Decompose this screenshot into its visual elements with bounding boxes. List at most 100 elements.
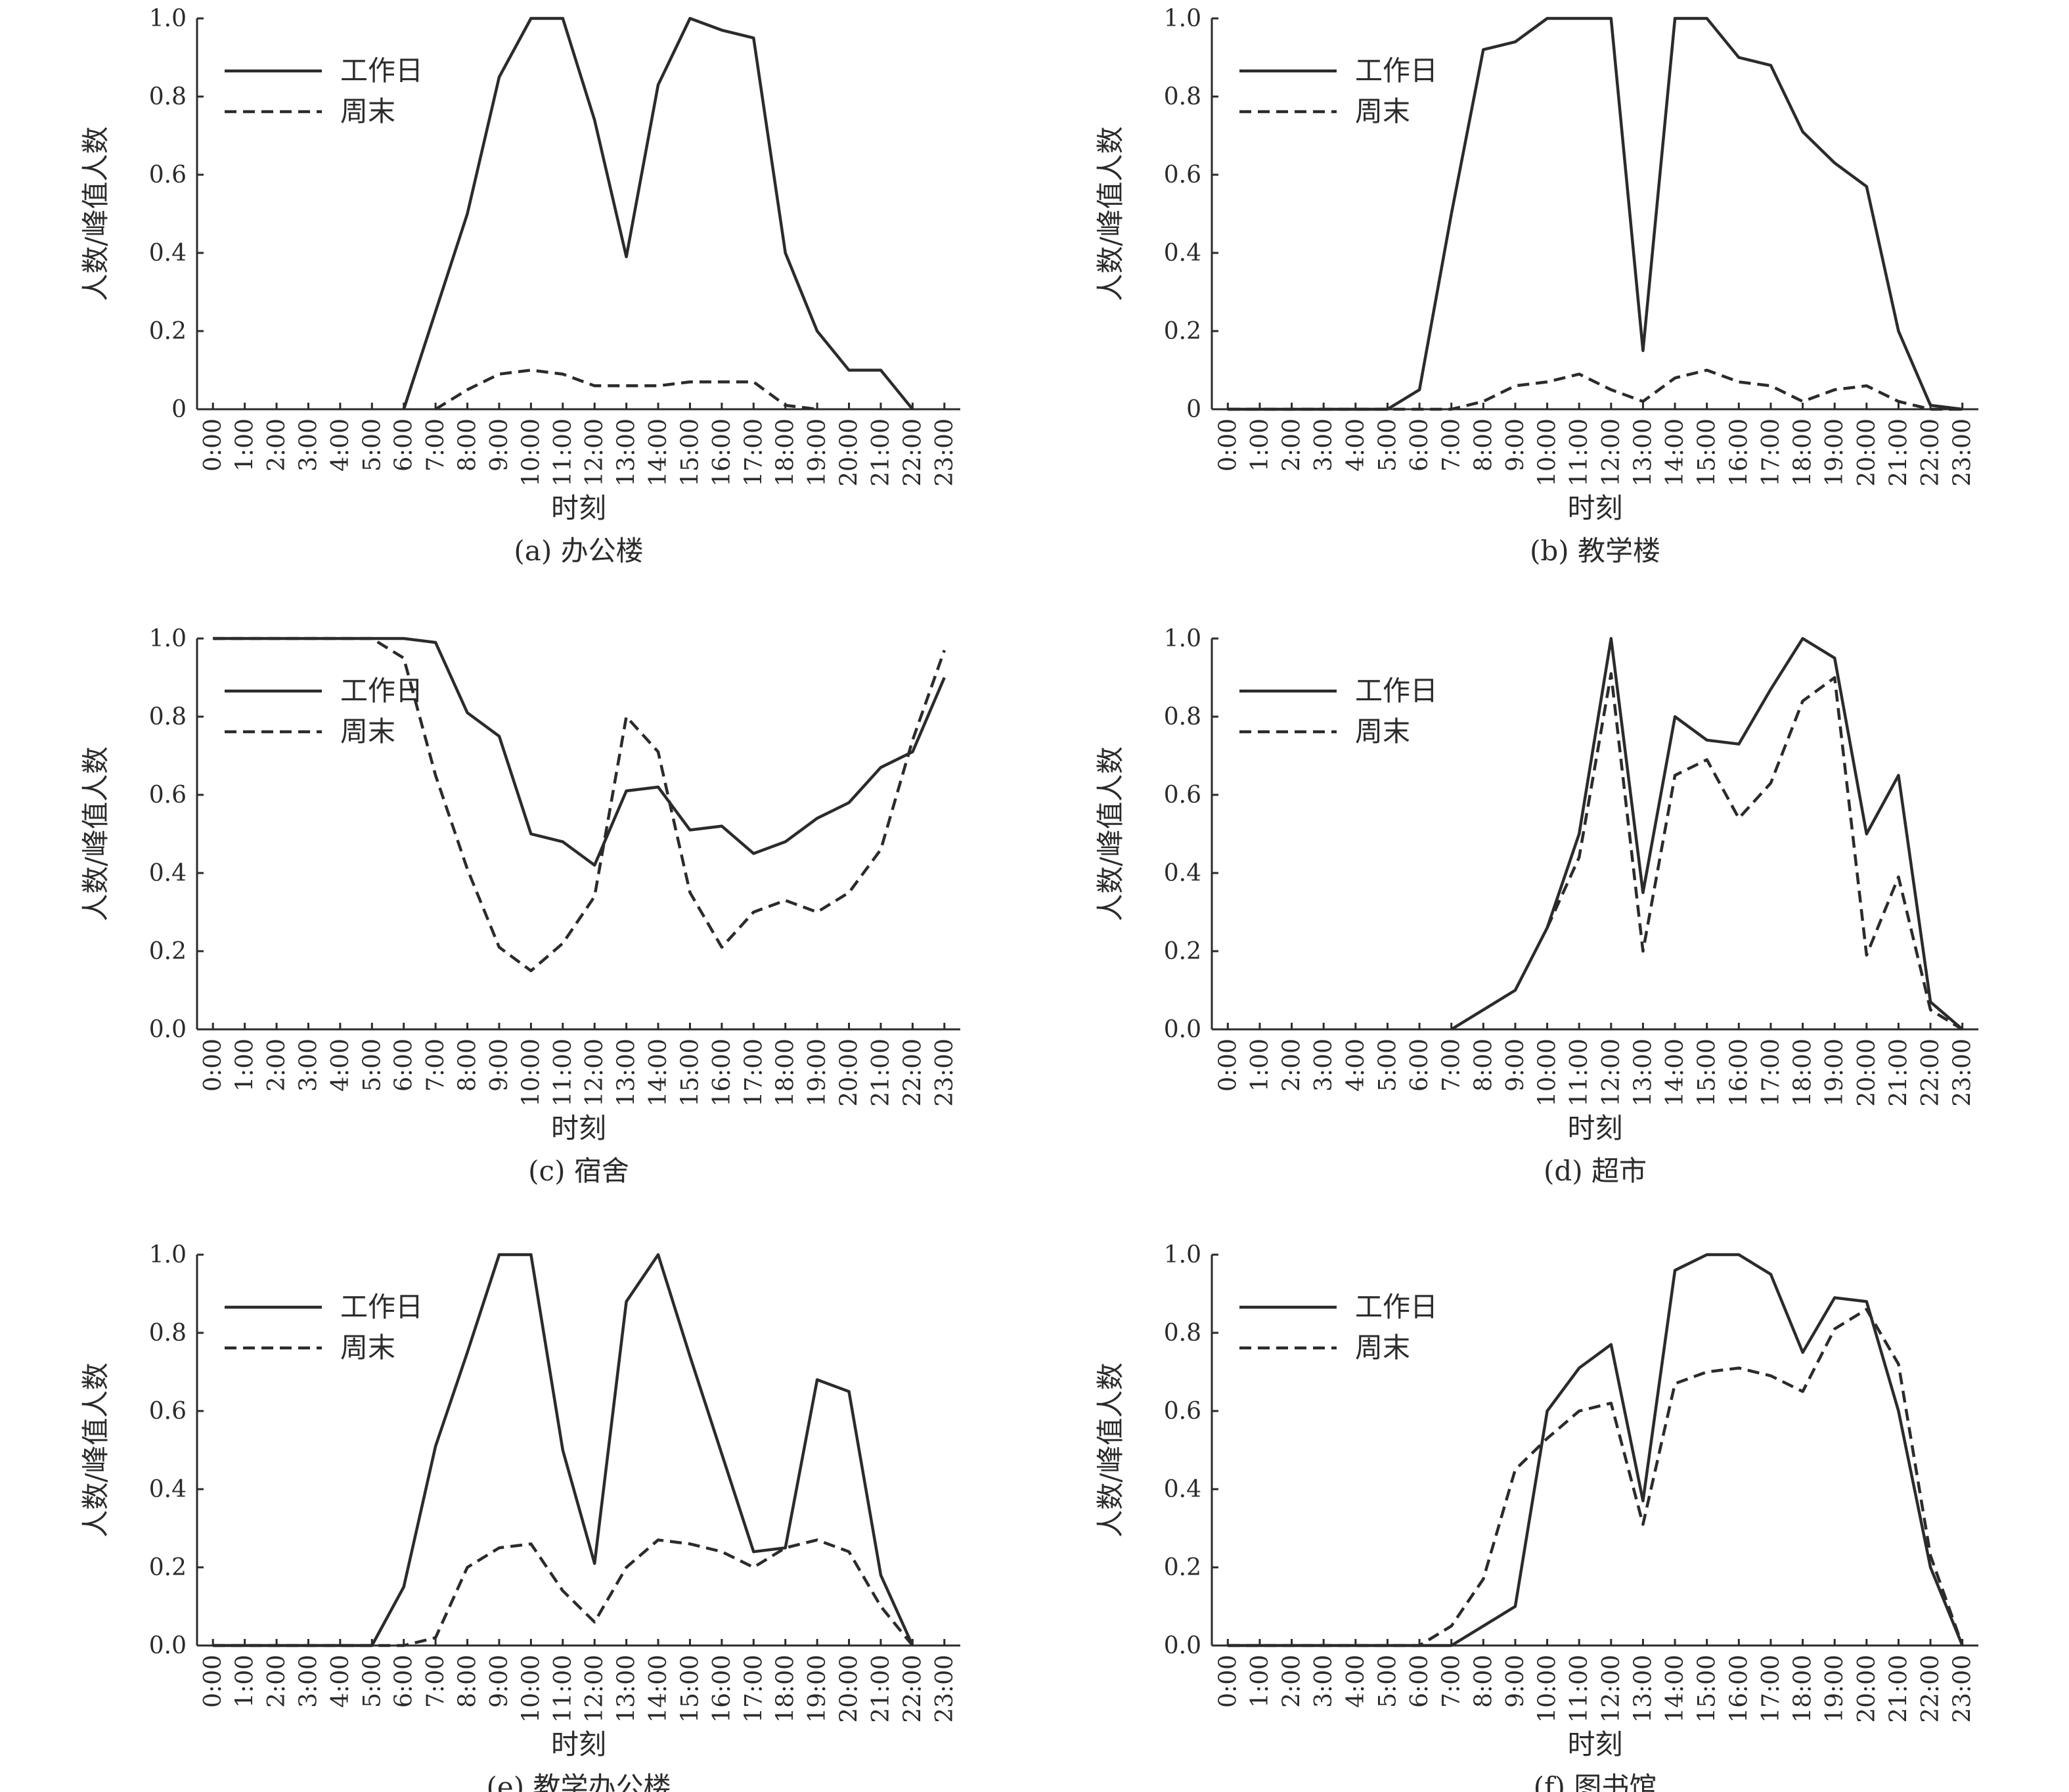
x-tick-label: 12:00 bbox=[581, 1655, 608, 1723]
legend-label: 周末 bbox=[1355, 715, 1410, 748]
x-tick-label: 3:00 bbox=[1310, 1655, 1337, 1708]
x-axis-title: 时刻 bbox=[551, 1728, 606, 1760]
x-tick-label: 18:00 bbox=[772, 1039, 799, 1107]
x-tick-label: 4:00 bbox=[1343, 1655, 1369, 1708]
x-tick-label: 17:00 bbox=[740, 418, 767, 487]
x-tick-label: 0:00 bbox=[200, 1039, 227, 1092]
x-tick-label: 7:00 bbox=[1438, 1655, 1465, 1708]
x-tick-label: 6:00 bbox=[1406, 418, 1433, 472]
x-tick-label: 15:00 bbox=[677, 1039, 703, 1107]
panel-caption: (c) 宿舍 bbox=[528, 1155, 629, 1187]
x-tick-label: 4:00 bbox=[327, 1655, 354, 1708]
x-tick-label: 2:00 bbox=[1279, 1039, 1306, 1092]
x-tick-label: 12:00 bbox=[581, 418, 608, 487]
panel-caption: (a) 办公楼 bbox=[514, 535, 643, 567]
x-tick-label: 5:00 bbox=[1374, 1655, 1401, 1708]
panel-caption: (b) 教学楼 bbox=[1530, 535, 1660, 567]
x-tick-label: 0:00 bbox=[200, 1655, 227, 1708]
x-tick-label: 1:00 bbox=[232, 1655, 259, 1708]
series-line bbox=[1228, 16, 1963, 411]
y-tick-label: 0.2 bbox=[1164, 1554, 1201, 1581]
y-tick-label: 0.8 bbox=[1164, 704, 1201, 730]
x-tick-label: 19:00 bbox=[1821, 418, 1848, 487]
x-tick-label: 9:00 bbox=[486, 1039, 513, 1092]
x-tick-label: 10:00 bbox=[1534, 418, 1561, 487]
series-weekend bbox=[213, 637, 946, 973]
x-tick-label: 16:00 bbox=[1725, 1039, 1752, 1107]
legend-label: 周末 bbox=[1355, 95, 1410, 127]
data-point bbox=[1514, 1468, 1517, 1471]
x-tick-label: 11:00 bbox=[550, 418, 577, 487]
x-tick-label: 20:00 bbox=[1854, 418, 1880, 487]
data-point bbox=[879, 1605, 882, 1608]
data-point bbox=[848, 891, 851, 894]
y-tick-label: 1.0 bbox=[1164, 1242, 1201, 1268]
data-point bbox=[1706, 1371, 1708, 1374]
series-weekday bbox=[402, 16, 914, 411]
x-tick-label: 1:00 bbox=[1247, 1039, 1274, 1092]
y-tick-label: 0.0 bbox=[149, 1016, 187, 1043]
x-tick-label: 9:00 bbox=[1502, 418, 1529, 472]
data-point bbox=[1514, 384, 1517, 387]
series-line bbox=[434, 369, 818, 411]
legend-label: 周末 bbox=[1355, 1332, 1410, 1364]
x-tick-label: 11:00 bbox=[1566, 1655, 1593, 1723]
x-tick-label: 3:00 bbox=[295, 1039, 322, 1092]
data-point bbox=[879, 848, 882, 851]
x-tick-label: 5:00 bbox=[359, 1655, 386, 1708]
x-tick-label: 6:00 bbox=[1406, 1655, 1433, 1708]
x-tick-label: 23:00 bbox=[931, 1655, 958, 1723]
x-tick-label: 16:00 bbox=[709, 1655, 736, 1723]
y-tick-label: 0.8 bbox=[149, 1320, 187, 1347]
x-tick-label: 10:00 bbox=[1534, 1655, 1561, 1723]
series-line bbox=[402, 16, 914, 411]
y-tick-label: 0.6 bbox=[1164, 1398, 1201, 1425]
x-axis-title: 时刻 bbox=[551, 492, 606, 524]
y-tick-label: 0.4 bbox=[149, 240, 187, 267]
x-tick-label: 3:00 bbox=[1310, 1039, 1337, 1092]
y-tick-label: 0.2 bbox=[1164, 318, 1201, 345]
series-weekend bbox=[1546, 672, 1963, 1031]
legend-label: 工作日 bbox=[1355, 675, 1438, 707]
x-tick-label: 12:00 bbox=[1598, 418, 1625, 487]
panel-caption: (d) 超市 bbox=[1544, 1155, 1647, 1187]
legend-label: 工作日 bbox=[1355, 55, 1438, 87]
data-point bbox=[593, 895, 596, 898]
y-tick-label: 0.8 bbox=[149, 704, 187, 730]
x-tick-label: 8:00 bbox=[455, 1039, 481, 1092]
y-tick-label: 0 bbox=[171, 396, 187, 423]
x-tick-label: 3:00 bbox=[295, 418, 322, 472]
x-tick-label: 19:00 bbox=[1821, 1039, 1848, 1107]
y-axis-title: 人数/峰值人数 bbox=[1094, 1362, 1126, 1537]
x-tick-label: 20:00 bbox=[836, 1039, 863, 1107]
y-tick-label: 0.6 bbox=[149, 162, 187, 189]
y-tick-label: 0.4 bbox=[1164, 240, 1201, 267]
x-tick-label: 13:00 bbox=[1630, 1655, 1657, 1723]
x-tick-label: 3:00 bbox=[295, 1655, 322, 1708]
y-tick-label: 0.6 bbox=[149, 1398, 187, 1425]
x-tick-label: 15:00 bbox=[1694, 418, 1721, 487]
x-tick-label: 21:00 bbox=[868, 1039, 895, 1107]
series-line bbox=[1546, 672, 1963, 1031]
series-weekday bbox=[213, 1253, 914, 1647]
x-axis-title: 时刻 bbox=[551, 1112, 606, 1144]
x-tick-label: 1:00 bbox=[1247, 418, 1274, 472]
x-tick-label: 15:00 bbox=[677, 1655, 703, 1723]
y-axis-title: 人数/峰值人数 bbox=[79, 746, 112, 921]
x-tick-label: 16:00 bbox=[1725, 1655, 1752, 1723]
x-tick-label: 2:00 bbox=[1279, 1655, 1306, 1708]
series-weekday bbox=[1450, 637, 1964, 1031]
x-tick-label: 0:00 bbox=[1214, 418, 1241, 472]
x-tick-label: 4:00 bbox=[1343, 1039, 1369, 1092]
series-line bbox=[1228, 1253, 1964, 1647]
x-tick-label: 19:00 bbox=[804, 1655, 831, 1723]
x-tick-label: 22:00 bbox=[899, 1655, 926, 1723]
x-tick-label: 9:00 bbox=[1502, 1655, 1529, 1708]
y-tick-label: 0.2 bbox=[149, 938, 187, 965]
x-tick-label: 9:00 bbox=[486, 1655, 513, 1708]
x-tick-label: 0:00 bbox=[1214, 1039, 1241, 1092]
y-tick-label: 0.6 bbox=[1164, 782, 1201, 809]
y-tick-label: 0.6 bbox=[149, 782, 187, 809]
